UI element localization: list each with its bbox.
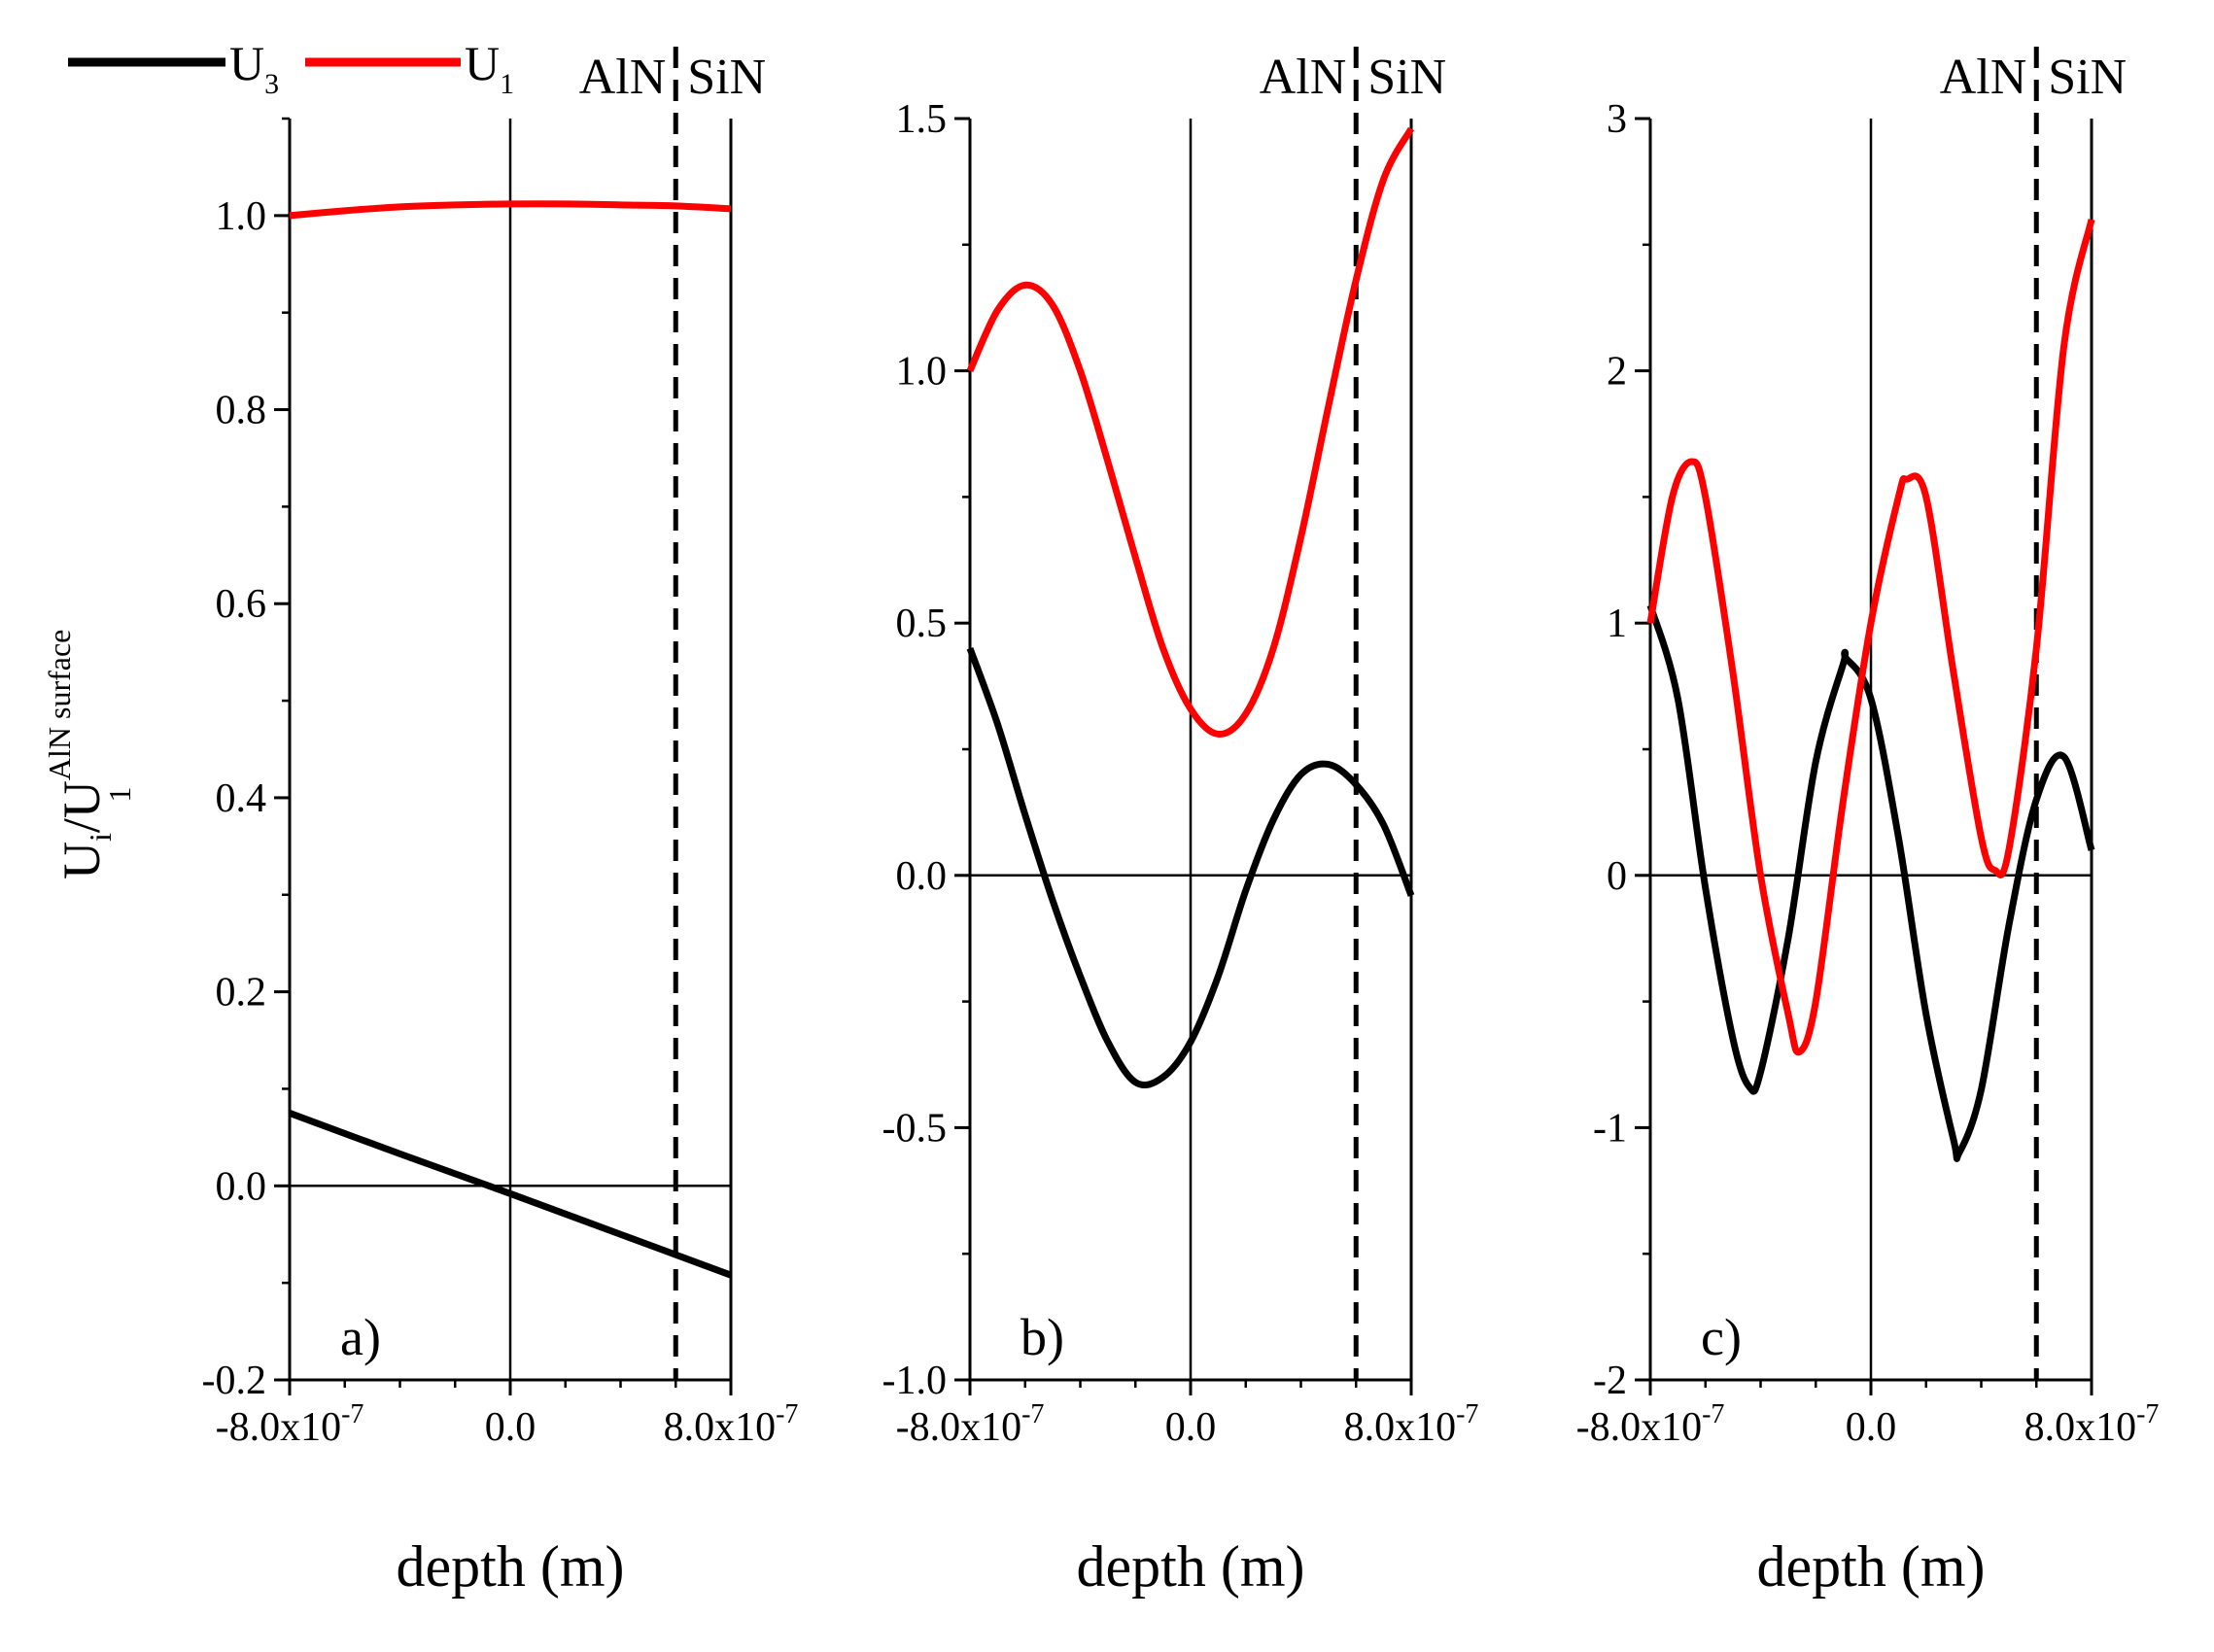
x-tick-label: 0.0 xyxy=(1165,1405,1217,1450)
series-line-u1 xyxy=(1646,219,2095,1056)
material-label-sin: SiN xyxy=(2048,50,2127,105)
series-line-u1 xyxy=(966,126,1415,738)
y-tick-label: -2 xyxy=(1593,1359,1627,1403)
legend-u1-label: U1 xyxy=(465,36,514,100)
x-axis-label: depth (m) xyxy=(1757,1534,1986,1599)
x-tick-label: 0.0 xyxy=(485,1405,536,1450)
y-tick-label: 1.0 xyxy=(896,350,948,395)
y-tick-label: 0.0 xyxy=(896,854,948,899)
y-tick-label: 0 xyxy=(1607,854,1627,899)
x-axis-label: depth (m) xyxy=(397,1534,625,1599)
y-tick-label: -0.5 xyxy=(882,1106,948,1151)
material-label-sin: SiN xyxy=(687,50,766,105)
x-tick-label: -8.0x10-7 xyxy=(1576,1399,1725,1450)
panel-a: -0.2 0.0 0.2 0.4 0.6 0.8 1.0 -8.0x10-7 0.0 8.0x10… xyxy=(202,47,799,1599)
y-tick-label: -1 xyxy=(1593,1106,1627,1151)
series-line-u3 xyxy=(288,1110,733,1279)
panel-label: c) xyxy=(1701,1308,1742,1366)
panel-label: b) xyxy=(1021,1308,1064,1366)
x-axis-label: depth (m) xyxy=(1077,1534,1305,1599)
y-tick-label: 1.0 xyxy=(216,194,267,239)
y-tick-label: 1.5 xyxy=(896,97,948,142)
material-label-aln: AlN xyxy=(1940,50,2027,105)
legend-u3-label: U3 xyxy=(229,36,279,100)
y-tick-label: 0.5 xyxy=(896,602,948,646)
y-tick-label: 0.4 xyxy=(216,776,267,821)
x-tick-label: 8.0x10-7 xyxy=(2024,1399,2160,1450)
y-tick-label: 1 xyxy=(1607,602,1627,646)
y-tick-label: -0.2 xyxy=(202,1359,267,1403)
x-tick-label: -8.0x10-7 xyxy=(216,1399,364,1450)
x-tick-label: 8.0x10-7 xyxy=(1344,1399,1479,1450)
x-tick-label: 8.0x10-7 xyxy=(664,1399,799,1450)
legend: U3 U1 xyxy=(68,36,514,100)
panel-b: -1.0 -0.5 0.0 0.5 1.0 1.5 -8.0x10-7 0.0 8.0x10-7… xyxy=(882,47,1479,1599)
series-line-u3 xyxy=(966,646,1415,1089)
material-label-aln: AlN xyxy=(579,50,667,105)
y-tick-label: 3 xyxy=(1607,97,1627,142)
panel-c: -2 -1 0 1 2 3 -8.0x10-7 0.0 8.0x10-7 depth (m) AlN… xyxy=(1576,47,2160,1599)
y-tick-label: 2 xyxy=(1607,350,1627,395)
x-tick-label: 0.0 xyxy=(1846,1405,1897,1450)
y-axis-label: Ui/UAlN surface1 xyxy=(42,630,137,879)
material-label-aln: AlN xyxy=(1260,50,1347,105)
x-tick-label: -8.0x10-7 xyxy=(896,1399,1045,1450)
y-tick-label: 0.2 xyxy=(216,971,267,1015)
panel-label: a) xyxy=(340,1308,381,1366)
y-tick-label: 0.0 xyxy=(216,1164,267,1209)
y-tick-label: 0.8 xyxy=(216,389,267,433)
y-tick-label: -1.0 xyxy=(882,1359,948,1403)
series-line-u1 xyxy=(289,200,732,220)
material-label-sin: SiN xyxy=(1367,50,1446,105)
y-tick-label: 0.6 xyxy=(216,582,267,627)
